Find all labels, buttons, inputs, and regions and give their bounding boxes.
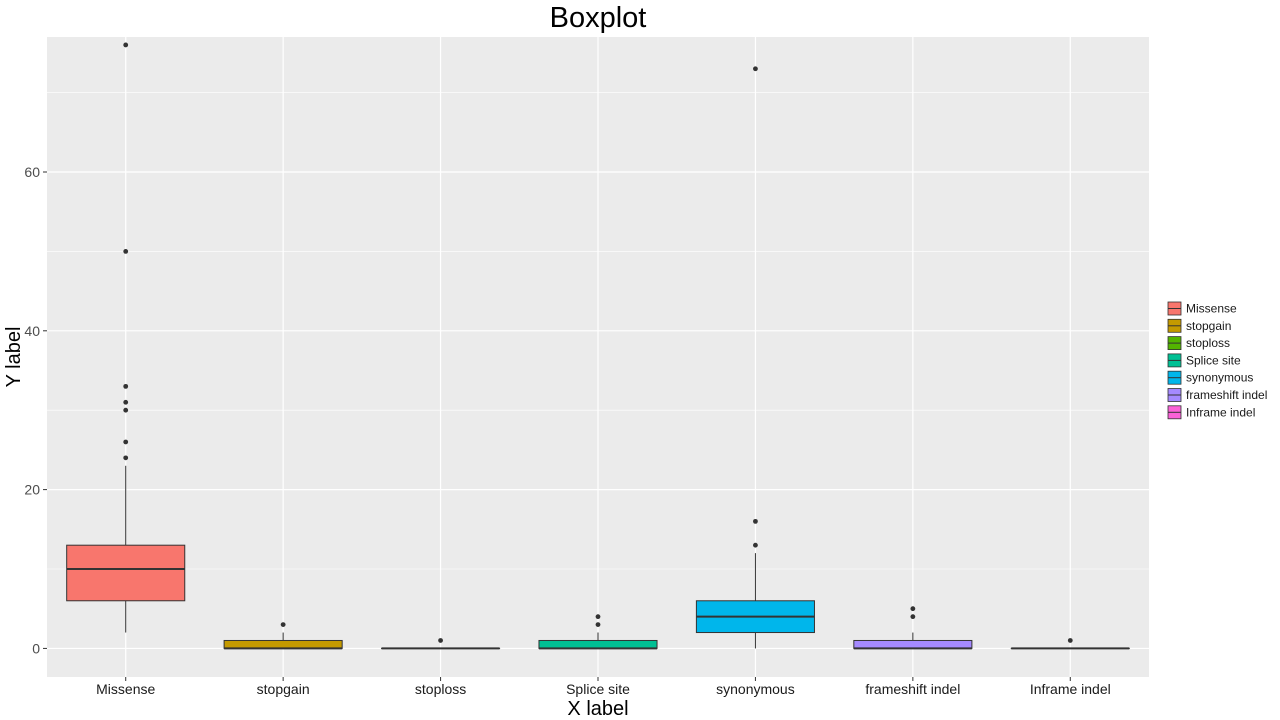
box-group (223, 622, 343, 650)
outlier-point (753, 518, 758, 524)
legend-label: Inframe indel (1186, 405, 1255, 419)
outlier-point (123, 455, 129, 461)
legend-label: stopgain (1186, 319, 1231, 333)
outlier-point (123, 399, 129, 405)
outlier-point (123, 42, 129, 48)
outlier-point (753, 66, 758, 72)
box (853, 639, 973, 649)
legend-item: stoploss (1167, 336, 1230, 350)
legend-label: Splice site (1186, 353, 1241, 367)
outlier-point (123, 439, 129, 445)
outlier-point (123, 248, 129, 254)
legend-item: stopgain (1167, 319, 1231, 333)
legend-label: synonymous (1186, 371, 1253, 385)
outlier-point (910, 614, 916, 620)
x-axis: Missense stopgain stoploss Splice site synon… (96, 677, 1111, 697)
box (538, 639, 658, 649)
box (66, 544, 186, 602)
outlier-point (123, 407, 129, 413)
box-group (853, 606, 973, 650)
legend: Missense stopgain stoploss Splice site synon… (1167, 302, 1267, 419)
y-tick-label: 20 (24, 482, 40, 498)
y-tick-label: 60 (24, 164, 40, 180)
box-group (381, 638, 501, 650)
x-axis-title: X label (567, 698, 628, 720)
box (223, 639, 343, 649)
box-group (66, 42, 186, 633)
legend-item: Splice site (1167, 353, 1241, 367)
y-axis-title: Y label (3, 327, 25, 388)
x-tick-label: stoploss (415, 681, 466, 697)
x-tick-label: stopgain (257, 681, 310, 697)
legend-item: Inframe indel (1167, 405, 1255, 419)
x-tick-label: Inframe indel (1030, 681, 1111, 697)
y-tick-label: 0 (32, 640, 40, 656)
legend-item: frameshift indel (1167, 388, 1267, 402)
outlier-point (438, 638, 443, 643)
x-tick-label: Missense (96, 681, 155, 697)
x-tick-label: frameshift indel (865, 681, 960, 697)
x-tick-label: Splice site (566, 681, 630, 697)
outlier-point (753, 542, 758, 548)
y-axis: 0 20 40 60 (24, 164, 47, 656)
legend-label: stoploss (1186, 336, 1230, 350)
major-gridlines (47, 37, 1149, 677)
y-tick-label: 40 (24, 323, 40, 339)
outlier-point (123, 383, 129, 389)
x-tick-label: synonymous (716, 681, 795, 697)
boxes-layer (66, 42, 1130, 650)
legend-label: frameshift indel (1186, 388, 1267, 402)
legend-item: synonymous (1167, 371, 1253, 385)
legend-item: Missense (1167, 302, 1237, 316)
box-group (1010, 638, 1130, 650)
legend-label: Missense (1186, 302, 1237, 316)
outlier-point (280, 622, 286, 627)
box-group (538, 614, 658, 650)
box-group (695, 66, 815, 649)
chart-title: Boxplot (550, 2, 647, 34)
outlier-point (595, 614, 601, 620)
outlier-point (595, 622, 601, 627)
outlier-point (910, 606, 916, 612)
outlier-point (1067, 638, 1073, 643)
